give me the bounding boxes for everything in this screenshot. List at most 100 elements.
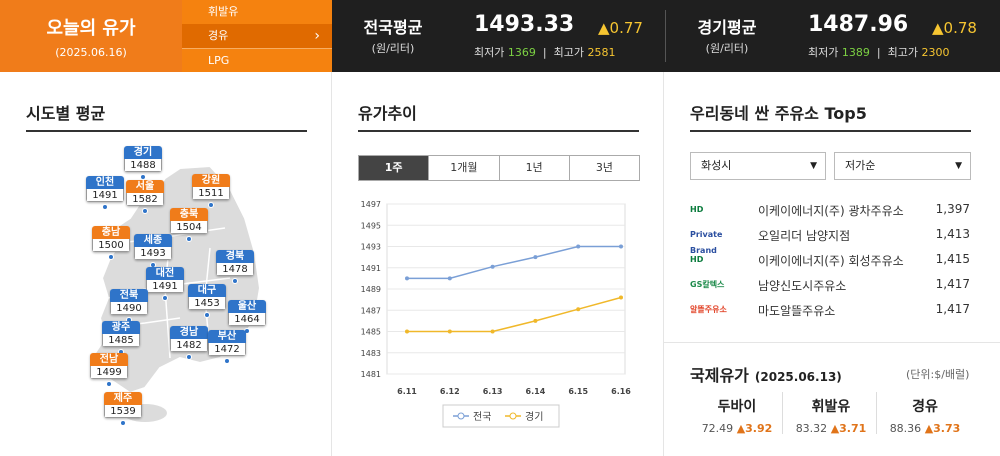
region-name: 전북 bbox=[110, 289, 148, 302]
y-tick-label: 1491 bbox=[361, 264, 381, 273]
national-change: ▲0.77 bbox=[598, 19, 643, 37]
min-label: 최저가 bbox=[808, 46, 839, 59]
top5-title: 우리동네 싼 주유소 Top5 bbox=[690, 104, 867, 123]
region-value: 1490 bbox=[110, 302, 148, 315]
caret-down-icon: ▼ bbox=[955, 161, 962, 171]
intl-name: 휘발유 bbox=[811, 399, 851, 415]
region-value: 1582 bbox=[126, 193, 164, 206]
region-pin[interactable]: 대구 1453 bbox=[188, 284, 226, 310]
region-name: 충북 bbox=[170, 208, 208, 221]
fuel-tabs: 휘발유 경유 › LPG bbox=[182, 0, 332, 72]
brand-logo-icon: HD bbox=[690, 205, 704, 214]
region-dot bbox=[142, 208, 148, 214]
station-row[interactable]: HD 이케이에너지(주) 회성주유소 1,415 bbox=[690, 248, 970, 272]
legend-label: 경기 bbox=[525, 410, 543, 423]
national-max: 2581 bbox=[587, 46, 616, 59]
data-point bbox=[405, 329, 409, 334]
national-unit: (원/리터) bbox=[371, 42, 415, 55]
region-pin[interactable]: 서울 1582 bbox=[126, 180, 164, 206]
national-minmax: 최저가 1369 | 최고가 2581 bbox=[474, 46, 616, 59]
trend-title-underline bbox=[358, 130, 639, 132]
region-pin[interactable]: 경남 1482 bbox=[170, 326, 208, 352]
region-name: 대구 bbox=[188, 284, 226, 297]
brand-logo-icon: HD bbox=[690, 255, 704, 264]
data-point bbox=[576, 307, 581, 312]
sort-select[interactable]: 저가순 ▼ bbox=[834, 152, 971, 180]
x-tick-label: 6.14 bbox=[526, 387, 546, 396]
fuel-tab-gasoline[interactable]: 휘발유 bbox=[182, 0, 332, 24]
station-name: 오일리더 남양지점 bbox=[758, 229, 851, 243]
period-tab-1month[interactable]: 1개월 bbox=[429, 156, 500, 180]
fuel-tab-lpg[interactable]: LPG bbox=[182, 48, 332, 72]
region-value: 1485 bbox=[102, 334, 140, 347]
data-point bbox=[490, 329, 495, 334]
period-tab-3year[interactable]: 3년 bbox=[569, 156, 639, 180]
station-row[interactable]: HD 이케이에너지(주) 광차주유소 1,397 bbox=[690, 198, 970, 222]
region-select-value: 화성시 bbox=[701, 159, 732, 172]
station-name: 이케이에너지(주) 광차주유소 bbox=[758, 204, 904, 218]
fuel-tab-label: LPG bbox=[208, 54, 230, 67]
region-pin[interactable]: 울산 1464 bbox=[228, 300, 266, 326]
region-pin[interactable]: 광주 1485 bbox=[102, 321, 140, 347]
region-dot bbox=[204, 312, 210, 318]
region-dot bbox=[162, 295, 168, 301]
region-value: 1464 bbox=[228, 313, 266, 326]
region-dot bbox=[186, 236, 192, 242]
region-dot bbox=[102, 204, 108, 210]
region-value: 1472 bbox=[208, 343, 246, 356]
region-pin[interactable]: 강원 1511 bbox=[192, 174, 230, 200]
region-pin[interactable]: 경북 1478 bbox=[216, 250, 254, 276]
region-pin[interactable]: 충북 1504 bbox=[170, 208, 208, 234]
max-label: 최고가 bbox=[887, 46, 918, 59]
y-tick-label: 1489 bbox=[361, 285, 381, 294]
x-tick-label: 6.11 bbox=[397, 387, 417, 396]
region-pin[interactable]: 전북 1490 bbox=[110, 289, 148, 315]
period-tab-1week[interactable]: 1주 bbox=[359, 156, 430, 180]
region-dot bbox=[224, 358, 230, 364]
station-row[interactable]: GS칼텍스 남양신도시주유소 1,417 bbox=[690, 273, 970, 297]
region-pin[interactable]: 충남 1500 bbox=[92, 226, 130, 252]
region-value: 1453 bbox=[188, 297, 226, 310]
divider bbox=[665, 10, 666, 62]
intl-change: ▲3.71 bbox=[830, 422, 867, 435]
station-price: 1,417 bbox=[935, 277, 970, 291]
region-pin[interactable]: 부산 1472 bbox=[208, 330, 246, 356]
region-value: 1499 bbox=[90, 366, 128, 379]
region-pin[interactable]: 경기 1488 bbox=[124, 146, 162, 172]
region-select[interactable]: 화성시 ▼ bbox=[690, 152, 826, 180]
gyeonggi-price: 1487.96 bbox=[808, 12, 909, 37]
region-dot bbox=[140, 174, 146, 180]
regional-title-underline bbox=[26, 130, 307, 132]
fuel-tab-label: 휘발유 bbox=[208, 5, 239, 18]
region-value: 1478 bbox=[216, 263, 254, 276]
station-row[interactable]: 알뜰주유소 마도알뜰주유소 1,417 bbox=[690, 298, 970, 322]
region-pin[interactable]: 전남 1499 bbox=[90, 353, 128, 379]
intl-value: 83.32 bbox=[795, 422, 828, 435]
intl-value: 88.36 bbox=[889, 422, 922, 435]
data-point bbox=[447, 329, 452, 334]
data-point bbox=[576, 244, 581, 249]
period-tab-1year[interactable]: 1년 bbox=[499, 156, 570, 180]
fuel-tab-label: 경유 bbox=[208, 29, 229, 42]
intl-unit: (단위:$/배럴) bbox=[906, 368, 970, 381]
intl-value: 72.49 bbox=[701, 422, 734, 435]
region-value: 1504 bbox=[170, 221, 208, 234]
station-row[interactable]: Private Brand 오일리더 남양지점 1,413 bbox=[690, 223, 970, 255]
region-value: 1491 bbox=[146, 280, 184, 293]
region-pin[interactable]: 인천 1491 bbox=[86, 176, 124, 202]
chevron-right-icon: › bbox=[314, 28, 320, 44]
region-pin[interactable]: 세종 1493 bbox=[134, 234, 172, 260]
region-pin[interactable]: 대전 1491 bbox=[146, 267, 184, 293]
station-price: 1,417 bbox=[935, 302, 970, 316]
region-name: 충남 bbox=[92, 226, 130, 239]
fuel-tab-diesel[interactable]: 경유 › bbox=[182, 24, 332, 48]
legend-marker bbox=[509, 412, 517, 420]
y-tick-label: 1485 bbox=[361, 328, 381, 337]
region-pin[interactable]: 제주 1539 bbox=[104, 392, 142, 418]
regional-title: 시도별 평균 bbox=[26, 104, 106, 123]
y-tick-label: 1483 bbox=[361, 349, 381, 358]
region-name: 대전 bbox=[146, 267, 184, 280]
gyeonggi-change: ▲0.78 bbox=[932, 19, 977, 37]
region-dot bbox=[232, 278, 238, 284]
intl-date: (2025.06.13) bbox=[754, 370, 842, 384]
